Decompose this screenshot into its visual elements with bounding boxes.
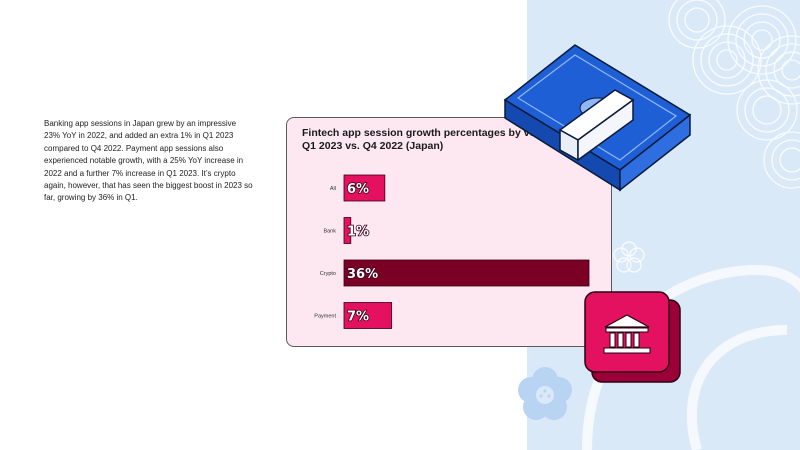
data-label-crypto: 36%: [347, 267, 378, 282]
chart-subtitle: Q1 2023 vs. Q4 2022 (Japan): [302, 140, 444, 152]
bar-bank: [343, 217, 352, 244]
bar-all: [343, 174, 386, 202]
bar-crypto: [343, 259, 590, 287]
category-label-crypto: Crypto: [320, 271, 336, 277]
category-label-bank: Bank: [323, 229, 336, 235]
category-label-payment: Payment: [314, 314, 336, 320]
bar-chart: All 6% Bank 1% Crypto 36% Payment 7%: [314, 174, 590, 329]
data-label-bank: 1%: [347, 225, 369, 240]
data-label-all: 6%: [347, 182, 369, 197]
body-paragraph: Banking app sessions in Japan grew by an…: [44, 119, 253, 203]
category-label-all: All: [330, 186, 336, 192]
chart-card: Fintech app session growth percentages b…: [286, 117, 612, 347]
chart-title: Fintech app session growth percentages b…: [302, 127, 561, 139]
data-label-payment: 7%: [347, 310, 369, 325]
chart-title-block: Fintech app session growth percentages b…: [302, 127, 561, 153]
bar-payment: [343, 302, 393, 329]
